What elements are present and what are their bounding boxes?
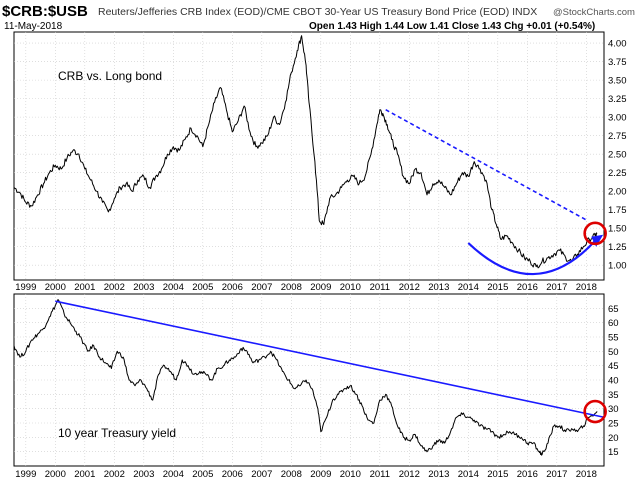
x-tick-label: 1999	[15, 469, 36, 480]
x-tick-label: 2016	[517, 469, 538, 480]
price-series-line	[13, 299, 598, 456]
y-tick-label: 2.50	[608, 150, 627, 161]
y-tick-label: 3.75	[608, 57, 627, 68]
x-tick-label: 2014	[458, 282, 479, 293]
y-tick-label: 45	[608, 361, 619, 372]
y-tick-label: 1.75	[608, 205, 627, 216]
x-tick-label: 2017	[546, 469, 567, 480]
top-chart-title: CRB vs. Long bond	[58, 69, 162, 83]
bottom-y-axis: 15 20 25 30 35 40 45 50 55 60 65	[608, 304, 619, 458]
x-tick-label: 2010	[340, 282, 361, 293]
x-tick-label: 2008	[281, 469, 302, 480]
x-tick-label: 2005	[192, 469, 213, 480]
y-tick-label: 3.50	[608, 76, 627, 87]
x-tick-label: 2013	[428, 469, 449, 480]
y-tick-label: 15	[608, 447, 619, 458]
x-tick-label: 2012	[399, 469, 420, 480]
y-tick-label: 40	[608, 376, 619, 387]
bottom-chart-title: 10 year Treasury yield	[58, 426, 176, 440]
x-tick-label: 2010	[340, 469, 361, 480]
y-tick-label: 20	[608, 433, 619, 444]
x-tick-label: 2007	[251, 469, 272, 480]
solid-resistance-trendline	[55, 300, 605, 419]
x-tick-label: 2000	[45, 282, 66, 293]
x-tick-label: 2009	[310, 469, 331, 480]
x-tick-label: 2013	[428, 282, 449, 293]
y-tick-label: 2.75	[608, 131, 627, 142]
bottom-panel: 15 20 25 30 35 40 45 50 55 60 65 1999 2000 2001 2002 2…	[13, 293, 619, 480]
x-tick-label: 2006	[222, 469, 243, 480]
description-label: Reuters/Jefferies CRB Index (EOD)/CME CB…	[98, 6, 537, 18]
watermark-label: @StockCharts.com	[553, 7, 635, 18]
y-tick-label: 1.25	[608, 242, 627, 253]
date-label: 11-May-2018	[4, 21, 63, 32]
y-tick-label: 35	[608, 390, 619, 401]
x-tick-label: 1999	[15, 282, 36, 293]
x-tick-label: 2003	[133, 282, 154, 293]
x-tick-label: 2014	[458, 469, 479, 480]
y-tick-label: 2.25	[608, 168, 627, 179]
top-panel-frame	[13, 31, 605, 281]
x-tick-label: 2016	[517, 282, 538, 293]
x-tick-label: 2018	[576, 282, 597, 293]
y-tick-label: 65	[608, 304, 619, 315]
rounding-bottom-arc	[467, 240, 596, 276]
bottom-series	[13, 299, 598, 456]
top-x-axis: 1999 2000 2001 2002 2003 2004 2005 2006 2007 2008…	[15, 282, 597, 293]
y-tick-label: 50	[608, 347, 619, 358]
x-tick-label: 2008	[281, 282, 302, 293]
x-tick-label: 2000	[45, 469, 66, 480]
x-tick-label: 2015	[487, 469, 508, 480]
breakout-highlight-circle	[583, 221, 607, 246]
x-tick-label: 2007	[251, 282, 272, 293]
top-y-axis: 1.00 1.25 1.50 1.75 2.00 2.25 2.50 2.75 3.00 3.25…	[608, 39, 627, 272]
top-panel: 1.00 1.25 1.50 1.75 2.00 2.25 2.50 2.75 3.00 3.25…	[13, 31, 627, 293]
bottom-annotations	[55, 300, 607, 424]
y-tick-label: 4.00	[608, 39, 627, 50]
x-tick-label: 2001	[74, 282, 95, 293]
y-tick-label: 1.50	[608, 224, 627, 235]
x-tick-label: 2015	[487, 282, 508, 293]
x-tick-label: 2002	[104, 469, 125, 480]
y-tick-label: 3.25	[608, 94, 627, 105]
ohlc-label: Open 1.43 High 1.44 Low 1.41 Close 1.43 …	[309, 21, 595, 32]
y-tick-label: 55	[608, 333, 619, 344]
y-tick-label: 25	[608, 419, 619, 430]
x-tick-label: 2011	[370, 469, 390, 480]
x-tick-label: 2004	[163, 469, 184, 480]
y-tick-label: 30	[608, 404, 619, 415]
dashed-resistance-trendline	[385, 109, 589, 222]
x-tick-label: 2004	[163, 282, 184, 293]
x-tick-label: 2006	[222, 282, 243, 293]
y-tick-label: 1.00	[608, 261, 627, 272]
y-tick-label: 2.00	[608, 187, 627, 198]
y-tick-label: 3.00	[608, 113, 627, 124]
symbol-label: $CRB:$USB	[2, 3, 88, 20]
bottom-x-axis: 1999 2000 2001 2002 2003 2004 2005 2006 2007 2008…	[15, 469, 597, 480]
chart-header: $CRB:$USB Reuters/Jefferies CRB Index (E…	[2, 3, 635, 32]
x-tick-label: 2009	[310, 282, 331, 293]
x-tick-label: 2003	[133, 469, 154, 480]
x-tick-label: 2001	[74, 469, 95, 480]
arc-arrowhead	[591, 234, 604, 247]
bottom-grid	[14, 294, 604, 466]
x-tick-label: 2012	[399, 282, 420, 293]
top-series	[13, 35, 598, 269]
x-tick-label: 2011	[370, 282, 390, 293]
price-series-line	[13, 35, 598, 269]
y-tick-label: 60	[608, 318, 619, 329]
x-tick-label: 2002	[104, 282, 125, 293]
x-tick-label: 2017	[546, 282, 567, 293]
yield-breakout-circle	[583, 399, 607, 424]
x-tick-label: 2005	[192, 282, 213, 293]
top-annotations	[385, 109, 607, 276]
x-tick-label: 2018	[576, 469, 597, 480]
